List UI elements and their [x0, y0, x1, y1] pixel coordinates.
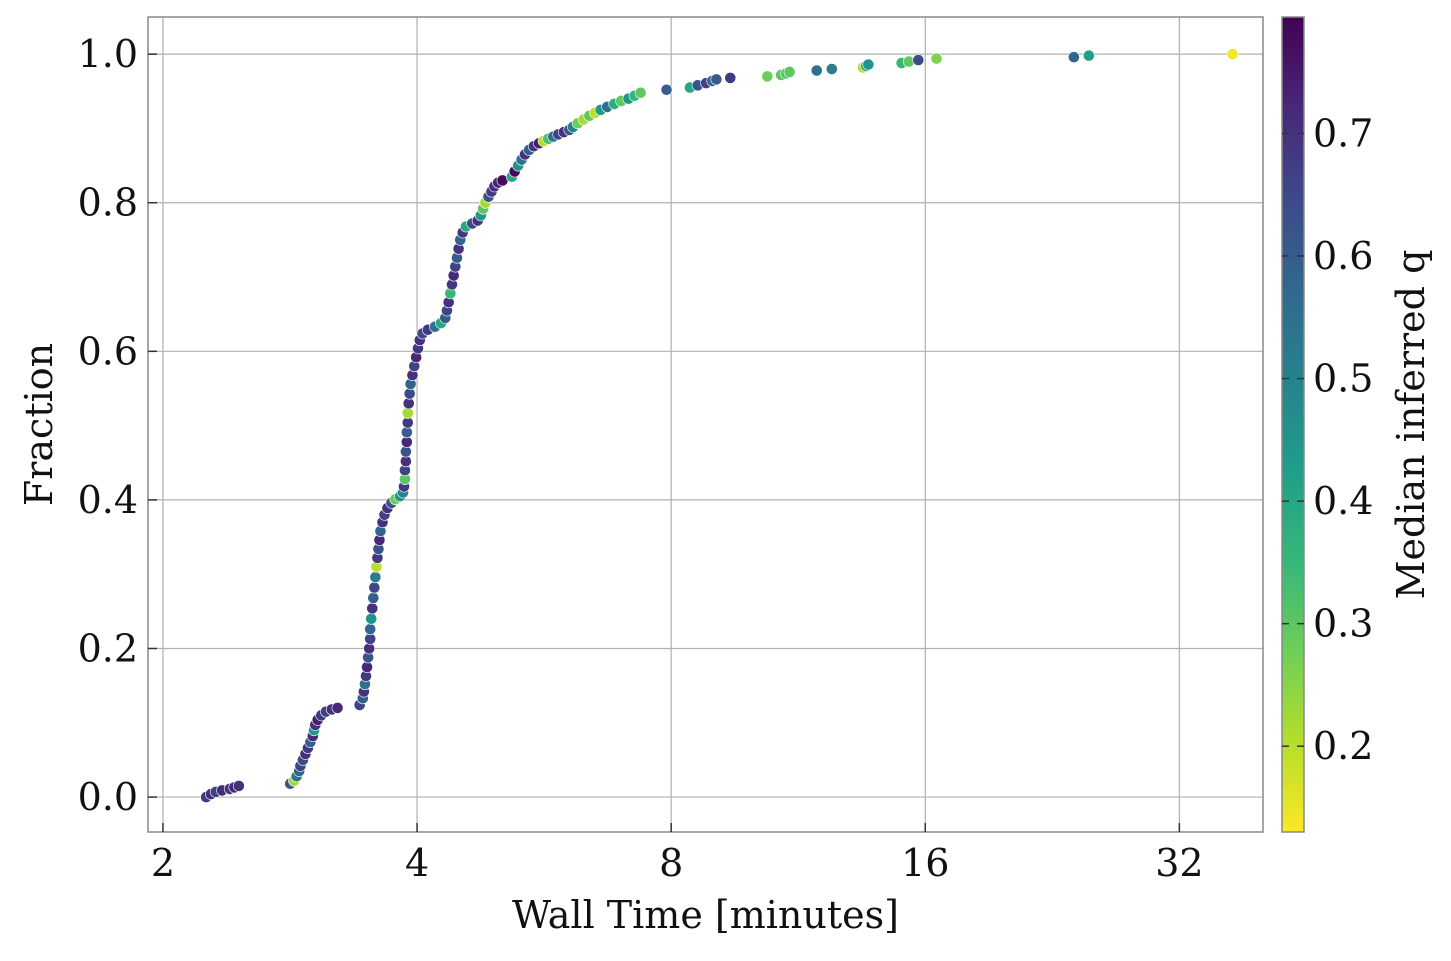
scatter-point [930, 52, 943, 65]
colorbar-tick-label: 0.3 [1313, 602, 1373, 646]
scatter-point [783, 66, 796, 78]
colorbar-tick-label: 0.6 [1313, 234, 1373, 278]
scatter-point [367, 592, 380, 604]
y-tick-label: 1.0 [78, 32, 138, 76]
scatter-point [825, 63, 838, 75]
y-tick-label: 0.0 [78, 775, 138, 819]
scatter-point [710, 73, 723, 86]
scatter-point [634, 86, 647, 99]
x-axis-label: Wall Time [minutes] [512, 893, 899, 937]
colorbar-gradient [1281, 16, 1305, 833]
scatter-point [364, 623, 377, 636]
scatter-point [912, 54, 925, 66]
scatter-point [365, 612, 378, 625]
y-axis-label: Fraction [17, 343, 61, 506]
y-tick-label: 0.8 [78, 181, 138, 225]
colorbar-ticks: 0.2 0.3 0.4 0.5 0.6 0.7 [1282, 111, 1373, 768]
scatter-point [1082, 49, 1095, 62]
scatter-point [724, 72, 737, 84]
y-axis: 0.0 0.2 0.4 0.6 0.8 1.0 [78, 32, 157, 819]
scatter-point [810, 64, 823, 77]
scatter-point [366, 602, 379, 615]
colorbar-label: Median inferred q [1389, 250, 1433, 600]
y-tick-label: 0.4 [78, 478, 138, 522]
scatter-point [862, 58, 875, 71]
colorbar: 0.2 0.3 0.4 0.5 0.6 0.7 Median inferred q [1281, 16, 1433, 833]
plot-frame [147, 16, 1264, 833]
colorbar-tick-label: 0.2 [1313, 724, 1373, 768]
x-tick-label: 16 [901, 841, 949, 885]
x-tick-label: 4 [405, 841, 429, 885]
scatter-point [1226, 48, 1239, 61]
colorbar-tick-label: 0.5 [1313, 357, 1373, 401]
x-tick-label: 32 [1155, 841, 1203, 885]
grid [148, 17, 1263, 832]
scatter-point [761, 70, 774, 83]
scatter-point [331, 702, 344, 714]
colorbar-tick-label: 0.7 [1313, 111, 1373, 155]
scatter-point [232, 780, 245, 792]
colorbar-tick-label: 0.4 [1313, 479, 1373, 523]
y-tick-label: 0.2 [78, 626, 138, 670]
scatter-point [1068, 51, 1080, 64]
x-tick-label: 2 [151, 841, 175, 885]
y-tick-label: 0.6 [78, 329, 138, 373]
x-tick-label: 8 [659, 841, 683, 885]
scatter-point [660, 83, 673, 96]
scatter-point [369, 571, 382, 584]
scatter-points [200, 48, 1239, 803]
scatter-point [368, 581, 381, 594]
x-axis: 2 4 8 16 32 [151, 823, 1204, 885]
